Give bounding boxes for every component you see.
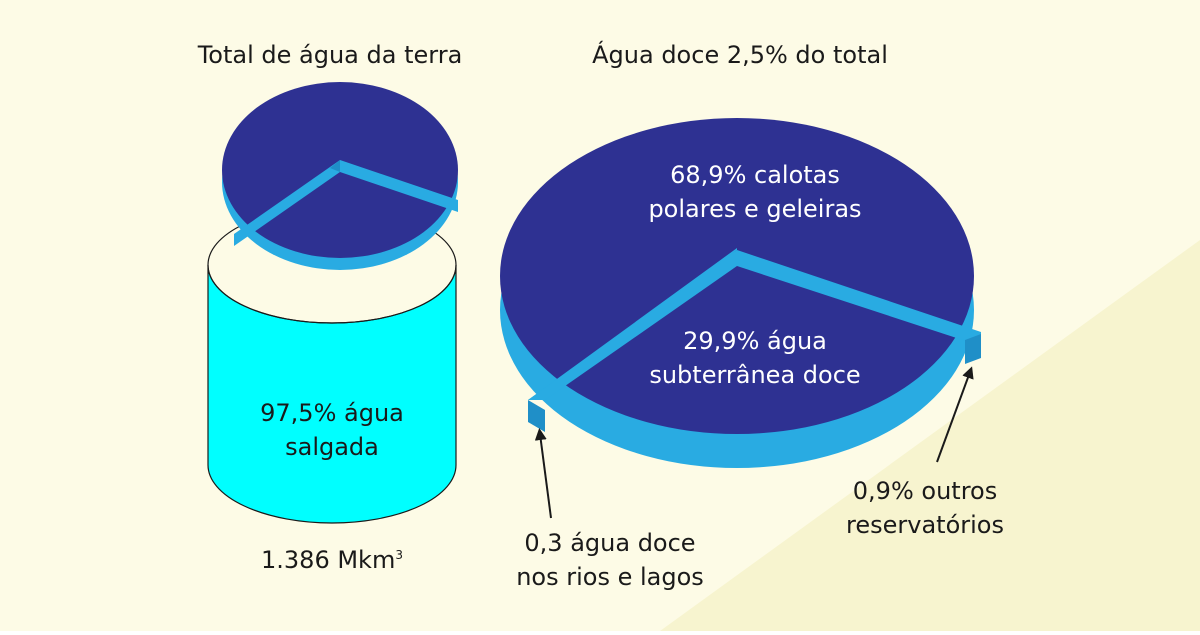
- rivers-lakes-line2: nos rios e lagos: [516, 563, 704, 591]
- background-diagonal: [0, 240, 1200, 631]
- slice-ice-line2: polares e geleiras: [648, 195, 862, 223]
- slice-groundwater-label: 29,9% água subterrânea doce: [620, 324, 890, 392]
- total-volume-exponent: 3: [395, 548, 403, 562]
- arrow-other: [936, 366, 974, 463]
- other-reservoirs-line1: 0,9% outros: [852, 477, 998, 505]
- salt-water-line2: salgada: [285, 433, 379, 461]
- big-disc-top: [500, 118, 974, 434]
- left-title: Total de água da terra: [197, 41, 463, 69]
- big-disc-wall-right-top: [737, 250, 981, 346]
- slice-ice-line1: 68,9% calotas: [670, 161, 840, 189]
- slice-ice-label: 68,9% calotas polares e geleiras: [620, 158, 890, 226]
- other-reservoirs-note: 0,9% outros reservatórios: [810, 474, 1040, 542]
- fresh-water-breakdown-disc: [500, 118, 981, 468]
- salt-water-label: 97,5% água salgada: [232, 396, 432, 464]
- big-disc-wall-left-top: [528, 248, 737, 400]
- right-title: Água doce 2,5% do total: [592, 41, 888, 69]
- big-disc-wall-left-front: [528, 250, 737, 400]
- small-disc-cut-corner: [330, 160, 340, 172]
- small-disc-cut-wall-right: [340, 160, 458, 212]
- small-disc-cut-wall-left: [234, 160, 340, 246]
- arrow-rivers: [534, 428, 552, 519]
- fresh-water-disc: [222, 82, 458, 270]
- rivers-lakes-note: 0,3 água doce nos rios e lagos: [490, 526, 730, 594]
- big-disc-wall-right-end: [965, 334, 981, 364]
- other-reservoirs-line2: reservatórios: [846, 511, 1004, 539]
- total-water-cylinder: [207, 206, 457, 524]
- total-volume: 1.386 Mkm3: [232, 543, 432, 577]
- big-disc-wall-left-end: [528, 400, 545, 432]
- total-volume-value: 1.386 Mkm: [261, 546, 396, 574]
- slice-groundwater-line1: 29,9% água: [683, 327, 827, 355]
- rivers-lakes-line1: 0,3 água doce: [524, 529, 696, 557]
- slice-groundwater-line2: subterrânea doce: [649, 361, 861, 389]
- salt-water-line1: 97,5% água: [260, 399, 404, 427]
